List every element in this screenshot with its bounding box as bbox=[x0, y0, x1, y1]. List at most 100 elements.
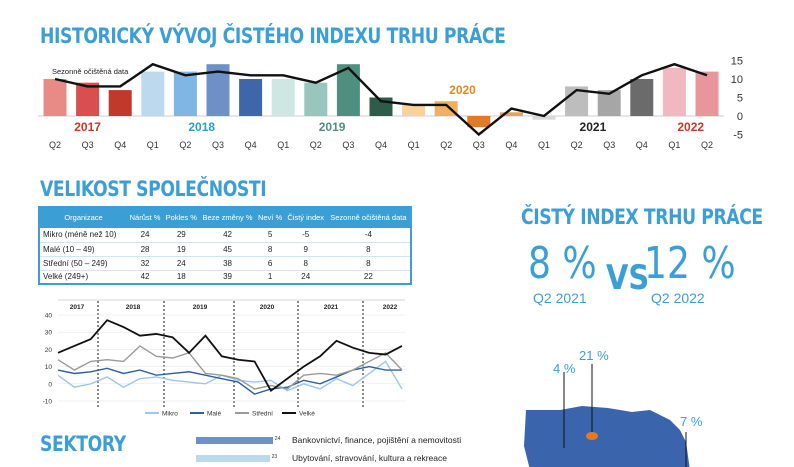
sector-bar bbox=[196, 455, 270, 462]
region-map bbox=[524, 364, 690, 467]
year-label: 2018 bbox=[188, 120, 215, 134]
x-tick-label: Q3 bbox=[82, 140, 94, 150]
year-label: 2017 bbox=[70, 304, 85, 311]
table-cell: Velké (249+) bbox=[39, 270, 127, 285]
legend-label: Mikro bbox=[162, 411, 178, 418]
series-line-malé bbox=[57, 365, 402, 395]
x-tick-label: Q1 bbox=[147, 140, 159, 150]
bar bbox=[108, 90, 132, 116]
table-header-cell: Neví % bbox=[255, 207, 285, 228]
table-header-cell: Pokles % bbox=[163, 207, 200, 228]
table-row: Střední (50 – 249) 32 24 38 6 8 8 bbox=[39, 256, 411, 271]
year-label: 2019 bbox=[319, 120, 346, 134]
year-label: 2021 bbox=[580, 120, 607, 134]
year-label: 2018 bbox=[126, 304, 141, 311]
y-tick-label: 40 bbox=[45, 313, 53, 320]
bar bbox=[532, 116, 556, 120]
y-tick-label: 20 bbox=[45, 347, 53, 354]
bar bbox=[402, 104, 426, 116]
table-cell: -5 bbox=[284, 228, 327, 243]
x-tick-label: Q1 bbox=[538, 140, 550, 150]
table-header-cell: Nárůst % bbox=[127, 207, 164, 228]
net-index-2022-label: Q2 2022 bbox=[651, 290, 705, 306]
historical-index-chart: -5 0 5 10 15 Q2 Q3 Q4 Q1 Q2 Q3 Q4 Q1 Q2 Q3 Q4 Q1 Q2 Q3 Q4 Q1… bbox=[38, 56, 743, 150]
x-tick-label: Q2 bbox=[571, 140, 583, 150]
net-index-2022-value: 12 % bbox=[644, 238, 736, 289]
table-cell: -4 bbox=[326, 228, 411, 243]
bar bbox=[304, 82, 328, 116]
x-tick-label: Q3 bbox=[473, 140, 485, 150]
year-label: 2019 bbox=[193, 304, 208, 311]
y-tick-label: 10 bbox=[731, 74, 743, 86]
table-row: Velké (249+) 42 18 39 1 24 22 bbox=[39, 270, 411, 285]
net-index-2021-value: 8 % bbox=[528, 238, 597, 289]
bar bbox=[271, 79, 295, 116]
bar bbox=[662, 67, 686, 116]
sector-label: Ubytování, stravování, kultura a rekreac… bbox=[292, 453, 447, 463]
versus-label: VS bbox=[606, 258, 650, 298]
year-label: 2022 bbox=[677, 120, 704, 134]
bar bbox=[76, 82, 100, 116]
table-cell: 24 bbox=[284, 270, 327, 285]
x-tick-label: Q4 bbox=[636, 140, 648, 150]
y-tick-label: -10 bbox=[43, 399, 53, 406]
table-cell: 1 bbox=[255, 270, 285, 285]
year-label: 2020 bbox=[449, 83, 476, 97]
bar bbox=[695, 71, 719, 116]
company-size-table: Organizace Nárůst % Pokles % Beze změny % Ne… bbox=[38, 206, 412, 285]
bar bbox=[239, 79, 263, 116]
legend-label: Velké bbox=[299, 411, 315, 418]
table-cell: 6 bbox=[255, 256, 285, 271]
x-tick-label: Q4 bbox=[114, 140, 126, 150]
y-tick-label: 0 bbox=[48, 381, 52, 388]
table-header-cell: Beze změny % bbox=[199, 207, 256, 228]
year-label: 2020 bbox=[260, 304, 275, 311]
table-cell: 8 bbox=[326, 256, 411, 271]
table-cell: 24 bbox=[127, 228, 164, 243]
y-tick-label: 15 bbox=[731, 56, 743, 68]
bar bbox=[336, 64, 360, 116]
table-cell: 42 bbox=[199, 228, 256, 243]
table-cell: 32 bbox=[127, 256, 164, 271]
table-cell: 28 bbox=[127, 242, 164, 257]
y-tick-label: 30 bbox=[45, 330, 53, 337]
table-cell: 39 bbox=[199, 270, 256, 285]
year-label: 2021 bbox=[324, 304, 339, 311]
region-shape bbox=[524, 406, 690, 467]
y-tick-label: 10 bbox=[45, 364, 53, 371]
seasonally-adjusted-line bbox=[54, 62, 708, 137]
table-cell: 8 bbox=[326, 242, 411, 257]
x-tick-label: Q4 bbox=[245, 140, 257, 150]
table-header-row: Organizace Nárůst % Pokles % Beze změny % Ne… bbox=[39, 207, 411, 228]
x-tick-label: Q1 bbox=[408, 140, 420, 150]
table-cell: 42 bbox=[127, 270, 164, 285]
x-tick-label: Q2 bbox=[179, 140, 191, 150]
table-cell: Malé (10 – 49) bbox=[39, 242, 127, 257]
legend-label: Malé bbox=[207, 411, 221, 418]
table-cell: 5 bbox=[255, 228, 285, 243]
net-index-title: ČISTÝ INDEX TRHU PRÁCE bbox=[521, 205, 763, 229]
table-cell: Střední (50 – 249) bbox=[39, 256, 127, 271]
company-size-title: VELIKOST SPOLEČNOSTI bbox=[40, 177, 267, 201]
table-row: Malé (10 – 49) 28 19 45 8 9 8 bbox=[39, 242, 411, 257]
bar bbox=[467, 116, 491, 128]
table-cell: 29 bbox=[163, 228, 200, 243]
table-row: Mikro (méně než 10) 24 29 42 5 -5 -4 bbox=[39, 228, 411, 243]
table-cell: 18 bbox=[163, 270, 200, 285]
series-line-střední bbox=[57, 345, 403, 390]
sector-bar bbox=[196, 437, 273, 444]
year-label: 2022 bbox=[383, 304, 398, 311]
x-tick-label: Q2 bbox=[701, 140, 713, 150]
x-tick-label: Q4 bbox=[375, 140, 387, 150]
table-body: Mikro (méně než 10) 24 29 42 5 -5 -4 Malé (10 –… bbox=[39, 228, 411, 285]
table-header-cell: Čistý index bbox=[284, 207, 327, 228]
city-marker bbox=[586, 432, 598, 440]
legend-label: Sezonně očištěná data bbox=[52, 67, 129, 76]
region-percent-c: 7 % bbox=[680, 414, 703, 429]
table-cell: 38 bbox=[199, 256, 256, 271]
x-tick-label: Q4 bbox=[505, 140, 517, 150]
x-tick-label: Q3 bbox=[342, 140, 354, 150]
bar bbox=[630, 79, 654, 116]
table-cell: 8 bbox=[284, 256, 327, 271]
bar bbox=[499, 112, 523, 116]
